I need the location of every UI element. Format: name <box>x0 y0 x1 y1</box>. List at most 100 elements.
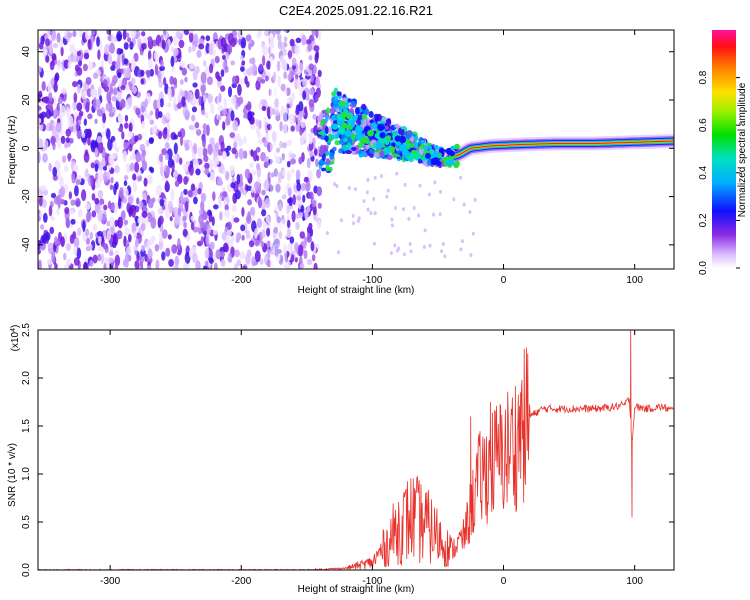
heat-cell <box>328 166 333 172</box>
heat-cell <box>174 180 180 187</box>
heat-cell <box>81 189 87 202</box>
heat-cell <box>180 79 184 85</box>
heat-cell <box>300 121 306 129</box>
heat-cell <box>203 222 208 232</box>
heat-cell <box>127 37 132 43</box>
y-tick-label: 20 <box>21 94 32 106</box>
heat-cell <box>127 196 134 205</box>
heat-cell <box>308 191 314 200</box>
heat-cell <box>362 199 366 204</box>
heat-cell <box>394 135 402 142</box>
heat-cell <box>66 258 72 267</box>
heat-cell <box>82 262 89 269</box>
heat-cell <box>295 169 301 181</box>
heat-cell <box>258 30 262 37</box>
heat-cell <box>161 39 166 50</box>
heat-cell <box>191 106 198 113</box>
heat-cell <box>237 30 243 40</box>
heat-cell <box>198 209 203 215</box>
heat-cell <box>317 219 322 230</box>
heat-cell <box>236 97 242 107</box>
heat-cell <box>286 228 291 238</box>
colorbar-tick-label: 0.4 <box>698 165 709 179</box>
heat-cell <box>176 103 183 109</box>
heat-cell <box>261 189 266 196</box>
heat-cell <box>102 112 107 124</box>
heat-cell <box>192 158 199 170</box>
heat-cell <box>332 146 337 152</box>
heat-cell <box>350 133 356 139</box>
heat-cell <box>300 205 305 213</box>
heat-cell <box>48 205 53 217</box>
heat-cell <box>379 174 383 179</box>
heat-cell <box>245 34 252 42</box>
heat-cell <box>52 166 58 177</box>
heat-cell <box>125 84 130 93</box>
heat-cell <box>85 228 90 237</box>
heat-cell <box>288 150 293 161</box>
heat-cell <box>311 30 317 36</box>
heat-cell <box>173 142 178 155</box>
heat-cell <box>115 146 120 153</box>
heat-cell <box>325 151 331 156</box>
heat-cell <box>170 188 175 201</box>
heat-cell <box>52 42 59 49</box>
heat-cell <box>156 98 161 110</box>
heat-cell <box>256 218 263 229</box>
heat-cell <box>179 60 186 68</box>
heat-cell <box>389 251 393 256</box>
heat-cell <box>286 160 291 168</box>
heat-cell <box>195 260 201 269</box>
heat-cell <box>299 262 305 269</box>
heat-cell <box>390 223 394 228</box>
heat-cell <box>303 106 308 115</box>
heat-cell <box>87 113 93 120</box>
heat-cell <box>260 151 266 162</box>
heat-cell <box>97 253 102 262</box>
heat-cell <box>48 42 53 55</box>
heat-cell <box>89 259 94 268</box>
heat-cell <box>49 215 56 221</box>
heat-cell <box>204 162 210 170</box>
heat-cell <box>183 163 189 172</box>
heat-cell <box>155 259 160 269</box>
heat-cell <box>212 49 216 56</box>
heat-cell <box>227 112 231 119</box>
heat-cell <box>253 181 260 191</box>
heat-cell <box>242 265 247 269</box>
heat-cell <box>304 209 309 220</box>
heat-cell <box>47 101 53 111</box>
heat-cell <box>84 30 89 40</box>
heat-cell <box>306 258 313 266</box>
heat-cell <box>130 30 137 39</box>
heat-cell <box>40 185 47 192</box>
heat-cell <box>407 216 411 221</box>
heat-cell <box>303 130 307 140</box>
y-tick-label: 2.5 <box>21 323 32 337</box>
heat-cell <box>261 44 268 56</box>
heat-cell <box>226 221 232 231</box>
heat-cell <box>147 211 152 220</box>
heat-cell <box>239 251 246 260</box>
heat-cell <box>89 244 93 250</box>
heat-cell <box>96 135 103 144</box>
heat-cell <box>202 136 206 148</box>
heat-cell <box>454 143 460 150</box>
heat-cell <box>250 186 255 194</box>
heat-cell <box>72 231 77 240</box>
heat-cell <box>306 157 311 169</box>
heat-cell <box>65 217 71 229</box>
heat-cell <box>258 119 262 130</box>
heat-cell <box>237 83 242 96</box>
heat-cell <box>89 231 94 240</box>
heat-cell <box>170 46 174 53</box>
heat-cell <box>182 228 188 237</box>
heat-cell <box>227 32 234 45</box>
heat-cell <box>124 252 129 264</box>
heat-cell <box>64 206 70 215</box>
heat-cell <box>246 185 253 192</box>
heat-cell <box>57 138 62 150</box>
heat-cell <box>400 129 405 136</box>
heat-cell <box>82 220 86 232</box>
heat-cell <box>230 60 235 66</box>
